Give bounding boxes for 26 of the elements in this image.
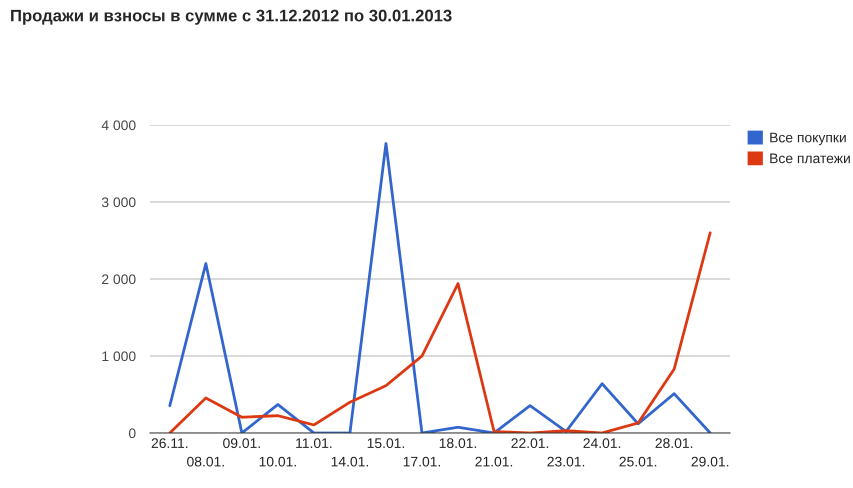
line-series — [168, 142, 712, 433]
x-tick-label: 08.01. — [187, 456, 224, 467]
x-tick-label: 23.01. — [547, 456, 584, 467]
x-tick-label: 17.01. — [404, 456, 440, 467]
x-tick-label: 25.01. — [620, 456, 656, 467]
y-tick-label: 2 000 — [102, 274, 136, 284]
legend-label: Все покупки — [770, 132, 846, 146]
x-tick-label: 14.01. — [332, 456, 368, 467]
x-tick-label: 24.01. — [584, 438, 620, 448]
x-tick-label: 09.01. — [223, 438, 260, 448]
x-tick-label: 29.01. — [692, 456, 728, 467]
x-tick-label: 26.11. — [152, 438, 188, 448]
chart-title: Продажи и взносы в сумме с 31.12.2012 по 30.01.2013 — [11, 10, 452, 25]
y-tick-label: 3 000 — [102, 197, 136, 208]
x-tick-label: 15.01. — [368, 438, 404, 448]
x-tick-label: 28.01. — [656, 438, 692, 448]
x-tick-label: 18.01. — [440, 438, 476, 448]
x-tick-label: 21.01. — [475, 456, 512, 467]
y-tick-label: 4 000 — [102, 120, 136, 130]
x-tick-label: 10.01. — [260, 456, 296, 467]
y-tick-label: 1 000 — [102, 351, 136, 362]
x-tick-label: 22.01. — [511, 438, 548, 448]
y-tick-label: 0 — [128, 428, 136, 438]
line-series — [168, 231, 712, 433]
legend-label: Все платежи — [770, 154, 850, 164]
x-tick-label: 11.01. — [296, 438, 332, 448]
